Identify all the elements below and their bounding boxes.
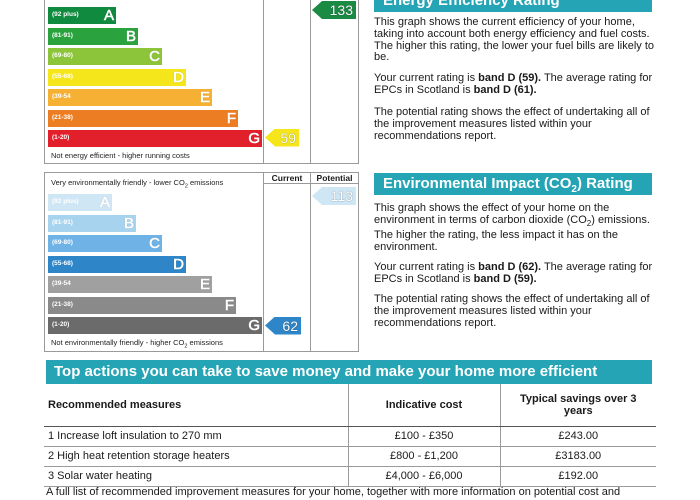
band-letter: F [226,109,237,127]
band-letter: C [149,48,160,66]
ei-description: This graph shows the effect of your home… [374,202,650,253]
measure-cell: 3 Solar water heating [44,466,348,487]
bottom-caption: Not energy efficient - higher running co… [51,151,190,160]
band-letter: E [199,89,211,107]
band-range-label: (69-80) [52,239,73,246]
band-f: (21-38) F [48,296,236,314]
table-header-row: Recommended measures Indicative cost Typ… [44,384,656,427]
bottom-caption: Not environmentally friendly - higher CO… [51,338,223,350]
band-g: (1-20) G [48,317,262,334]
top-actions-heading: Top actions you can take to save money a… [46,360,652,384]
potential-column-divider [310,0,311,164]
energy-efficiency-heading: Energy Efficiency Rating [374,0,652,12]
measure-cell: 2 High heat retention storage heaters [44,446,348,467]
band-c: (69-80) C [48,48,162,65]
band-letter: A [103,7,115,25]
environmental-impact-heading: Environmental Impact (CO2) Rating [374,173,652,195]
band-e: (39-54 E [48,89,212,106]
band-letter: G [248,317,260,335]
band-g: (1-20) G [48,130,262,147]
savings-cell: £243.00 [499,426,656,447]
current-rating-arrow: 62 [265,316,301,335]
current-column-divider [263,172,264,352]
savings-cell: £3183.00 [499,446,656,467]
chart-frame [44,0,359,164]
table-row: 3 Solar water heating £4,000 - £6,000 £1… [44,466,656,487]
band-letter: B [123,214,135,232]
potential-rating-arrow: 133 [312,1,356,19]
top-caption: Very environmentally friendly - lower CO… [51,178,224,190]
potential-rating-arrow: 113 [312,187,356,205]
ee-description: This graph shows the current efficiency … [374,16,655,64]
band-range-label: (81-91) [52,31,73,39]
potential-rating-value: 113 [330,188,353,204]
band-range-label: (1-20) [52,321,70,328]
current-rating-value: 62 [282,317,298,334]
chart-frame [44,172,359,352]
header-indicative-cost: Indicative cost [347,384,500,427]
cost-cell: £100 - £350 [347,426,500,447]
band-e: (39-54 E [48,276,212,293]
band-d: (55-68) D [48,68,186,86]
band-range-label: (92 plus) [52,11,79,18]
environmental-impact-chart: Current Potential Very environmentally f… [44,172,359,352]
potential-column-header: Potential [316,173,353,183]
current-column-header: Current [271,173,303,183]
band-range-label: (55-68) [52,72,73,80]
band-f: (21-38) F [48,109,238,127]
measure-cell: 1 Increase loft insulation to 270 mm [44,426,348,447]
band-range-label: (1-20) [52,134,70,141]
band-letter: E [199,276,211,294]
band-range-label: (39-54 [52,280,71,287]
header-divider [263,183,359,184]
band-b: (81-91) B [48,214,136,232]
band-b: (81-91) B [48,27,138,45]
savings-cell: £192.00 [499,466,656,487]
recommended-measures-table: Recommended measures Indicative cost Typ… [44,384,656,487]
band-d: (55-68) D [48,255,186,273]
potential-rating-value: 133 [329,2,353,18]
ee-potential-rating-text: The potential rating shows the effect of… [374,106,650,142]
band-range-label: (39-54 [52,93,71,100]
header-recommended-measures: Recommended measures [44,384,348,427]
ei-current-rating-text: Your current rating is band D (62). The … [374,261,653,285]
band-range-label: (81-91) [52,218,73,226]
band-range-label: (21-38) [52,300,73,308]
band-letter: C [149,235,160,253]
band-letter: A [99,194,111,212]
energy-efficiency-chart: (92 plus) A (81-91) B (69-80) C (55-68) D (39-54… [44,0,359,164]
current-rating-arrow: 59 [265,128,299,147]
band-range-label: (92 plus) [52,198,79,205]
band-letter: G [248,130,260,148]
band-letter: B [125,27,137,45]
band-a: (92 plus) A [48,194,112,211]
band-range-label: (21-38) [52,113,73,121]
current-column-divider [263,0,264,164]
cost-cell: £800 - £1,200 [347,446,500,467]
band-range-label: (69-80) [52,52,73,59]
current-rating-value: 59 [280,129,296,146]
band-a: (92 plus) A [48,7,116,24]
band-letter: D [173,255,184,273]
header-typical-savings: Typical savings over 3 years [499,384,656,427]
band-c: (69-80) C [48,235,162,252]
band-letter: D [173,68,184,86]
band-letter: F [224,296,235,314]
potential-column-divider [310,172,311,352]
ee-current-rating-text: Your current rating is band D (59). The … [374,72,653,96]
cost-cell: £4,000 - £6,000 [347,466,500,487]
footer-note: A full list of recommended improvement m… [46,486,621,498]
ei-potential-rating-text: The potential rating shows the effect of… [374,293,650,329]
table-row: 1 Increase loft insulation to 270 mm £10… [44,426,656,447]
band-range-label: (55-68) [52,259,73,267]
table-row: 2 High heat retention storage heaters £8… [44,446,656,467]
